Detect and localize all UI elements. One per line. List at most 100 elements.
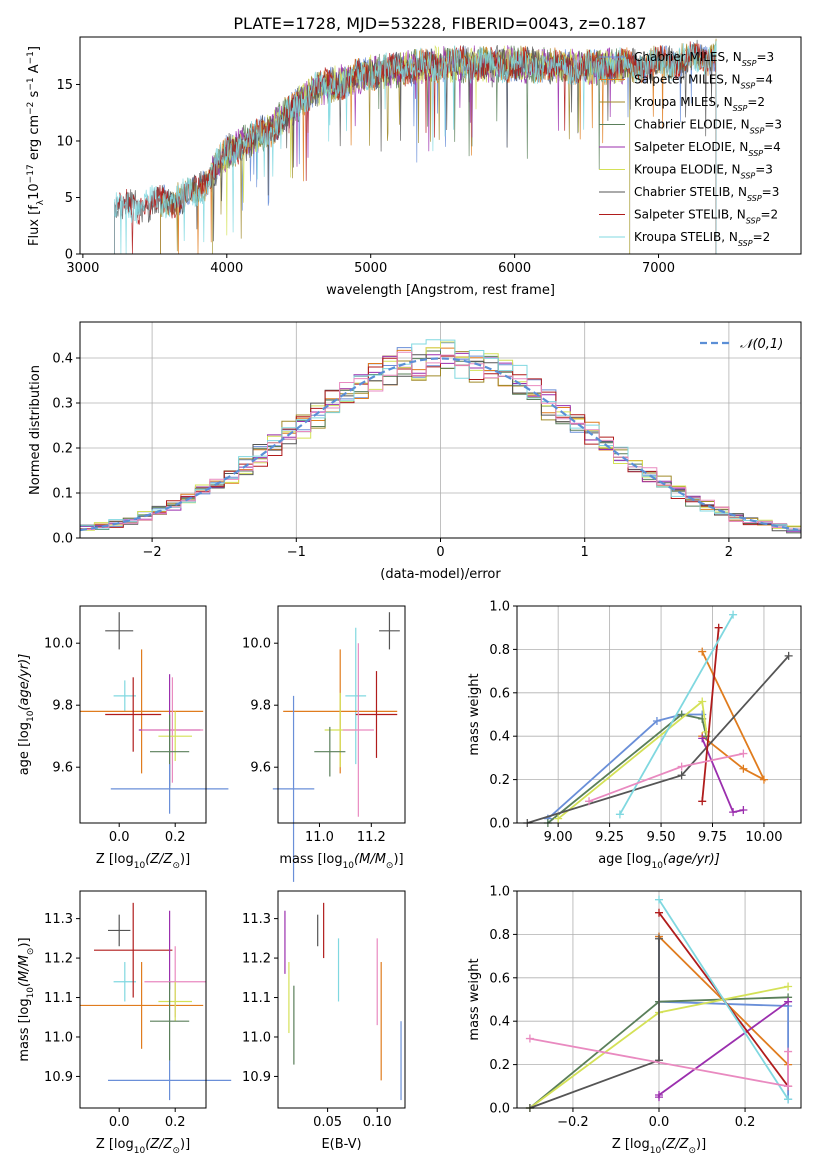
x-tick-label: 11.2 — [357, 830, 386, 845]
y-tick-label: 11.1 — [242, 991, 271, 1006]
axes-frame — [277, 605, 406, 824]
x-axis-label-part: (M/M — [354, 852, 386, 867]
y-tick-label: 0.2 — [489, 773, 510, 788]
x-tick-label: 6000 — [498, 261, 531, 276]
series-point — [729, 808, 738, 817]
y-tick-label: 0.8 — [489, 928, 510, 943]
series-point — [652, 717, 661, 726]
histogram-step-line — [80, 351, 801, 538]
y-tick-label: 10.0 — [242, 637, 271, 652]
x-axis-label: age [log10(age/yr)] — [598, 852, 720, 871]
x-tick-label: 4000 — [210, 261, 243, 276]
legend-entry: Kroupa MILES, NSSP=2 — [634, 95, 765, 113]
series-point — [698, 734, 707, 743]
x-axis-label-part: 10 — [651, 861, 663, 871]
y-tick-label: 0.2 — [489, 1058, 510, 1073]
y-tick-label: 0.3 — [52, 397, 73, 412]
y-axis-label: mass [log10(M/M⊙)] — [17, 937, 36, 1061]
y-axis-label-part: ] — [27, 46, 42, 51]
y-axis-label-part: −2 — [26, 102, 36, 115]
legend-eq: =3 — [755, 163, 773, 177]
legend-sub: SSP — [748, 149, 763, 158]
x-tick-label: 0.2 — [165, 830, 186, 845]
y-tick-label: 0.8 — [489, 643, 510, 658]
x-axis-label-part: (age/yr)] — [663, 852, 720, 867]
y-axis-label-part: −17 — [26, 164, 36, 183]
y-axis-label-part: 10 — [26, 710, 36, 722]
series-line — [701, 738, 744, 814]
legend-eq: =2 — [753, 230, 771, 244]
x-tick-label: 7000 — [642, 261, 675, 276]
x-tick-label: 1 — [581, 545, 589, 560]
x-tick-label: 0.2 — [735, 1115, 756, 1130]
y-tick-label: 0.6 — [489, 686, 510, 701]
series-point — [759, 775, 768, 784]
legend-label: Salpeter STELIB, N — [634, 208, 746, 222]
x-axis-label-part: )] — [393, 852, 403, 867]
legend-label: Chabrier MILES, N — [634, 50, 742, 64]
y-axis-label-part: (M/M — [17, 955, 32, 987]
y-axis-label-part: −1 — [26, 77, 36, 90]
legend-eq: =2 — [760, 208, 778, 222]
y-tick-label: 10.9 — [242, 1070, 271, 1085]
histogram-group — [80, 339, 801, 538]
x-axis-label: Z [log10(Z/Z⊙)] — [612, 1137, 706, 1156]
y-axis-label-part: erg cm — [27, 115, 42, 164]
y-axis-label-part: −1 — [26, 51, 36, 64]
legend-label: Kroupa ELODIE, N — [634, 163, 741, 177]
y-axis-label: age [log10(age/yr)] — [17, 654, 36, 776]
x-tick-label: 2 — [725, 545, 733, 560]
y-tick-label: 0.0 — [489, 817, 510, 832]
spectrum-series-line — [114, 41, 717, 254]
legend-eq: =3 — [756, 50, 774, 64]
y-tick-label: 10 — [56, 134, 73, 149]
y-tick-label: 5 — [65, 191, 73, 206]
legend-entry: Chabrier STELIB, NSSP=3 — [634, 185, 779, 203]
legend-entry: Salpeter ELODIE, NSSP=4 — [634, 140, 781, 158]
series-line — [701, 627, 720, 802]
y-axis-label-part: Flux [f — [27, 205, 42, 246]
y-tick-label: 11.3 — [44, 912, 73, 927]
series-point — [784, 1047, 793, 1056]
y-axis-label-part: 10 — [26, 987, 36, 999]
x-axis-label: wavelength [Angstrom, rest frame] — [326, 283, 555, 298]
x-axis-label-part: mass [log — [279, 852, 342, 867]
y-tick-label: 1.0 — [489, 885, 510, 900]
x-axis-label-part: (Z/Z — [145, 1137, 173, 1152]
x-axis-label-part: Z [log — [96, 1137, 134, 1152]
y-tick-label: 0.1 — [52, 487, 73, 502]
legend-entry: Chabrier ELODIE, NSSP=3 — [634, 118, 782, 136]
legend-eq: =4 — [755, 73, 773, 87]
legend-entry: Salpeter STELIB, NSSP=2 — [634, 208, 778, 226]
x-tick-label: −1 — [287, 545, 306, 560]
y-tick-label: 11.3 — [242, 912, 271, 927]
x-axis-label-part: )] — [696, 1137, 706, 1152]
age-vs-metallicity-panel: 0.0 0.29.69.810.0Z [log10(Z/Z⊙)]age [log1… — [17, 605, 229, 871]
y-axis-label-part: )] — [17, 937, 32, 947]
y-tick-label: 0.4 — [489, 730, 510, 745]
x-axis-label-part: 10 — [343, 861, 355, 871]
x-axis-label-part: Z [log — [612, 1137, 650, 1152]
y-tick-label: 11.2 — [44, 952, 73, 967]
x-tick-label: 0.0 — [109, 1115, 130, 1130]
series-point — [698, 647, 707, 656]
y-tick-label: 1.0 — [489, 600, 510, 615]
y-tick-label: 0.0 — [52, 532, 73, 547]
x-axis-label-part: ⊙ — [688, 1146, 696, 1156]
axes-frame — [79, 36, 802, 255]
series-point — [554, 814, 563, 823]
mass-weight-vs-age-panel: 9.00 9.25 9.50 9.75 10.00 0.0 0.2 0.4 0.6 0.8 1.0 a… — [467, 600, 802, 871]
x-axis-label-part: (Z/Z — [661, 1137, 689, 1152]
x-axis-label: E(B-V) — [321, 1137, 361, 1152]
x-axis-label-part: Z [log — [96, 852, 134, 867]
series-point — [784, 1082, 793, 1091]
series-point — [714, 623, 723, 632]
series-point — [677, 762, 686, 771]
x-tick-label: 9.00 — [544, 830, 573, 845]
series-point — [615, 810, 624, 819]
series-line — [701, 651, 766, 782]
y-axis-label: mass weight — [467, 673, 482, 755]
axes-frame — [79, 890, 207, 1109]
x-tick-label: 0.05 — [313, 1115, 342, 1130]
y-tick-label: 11.0 — [242, 1030, 271, 1045]
